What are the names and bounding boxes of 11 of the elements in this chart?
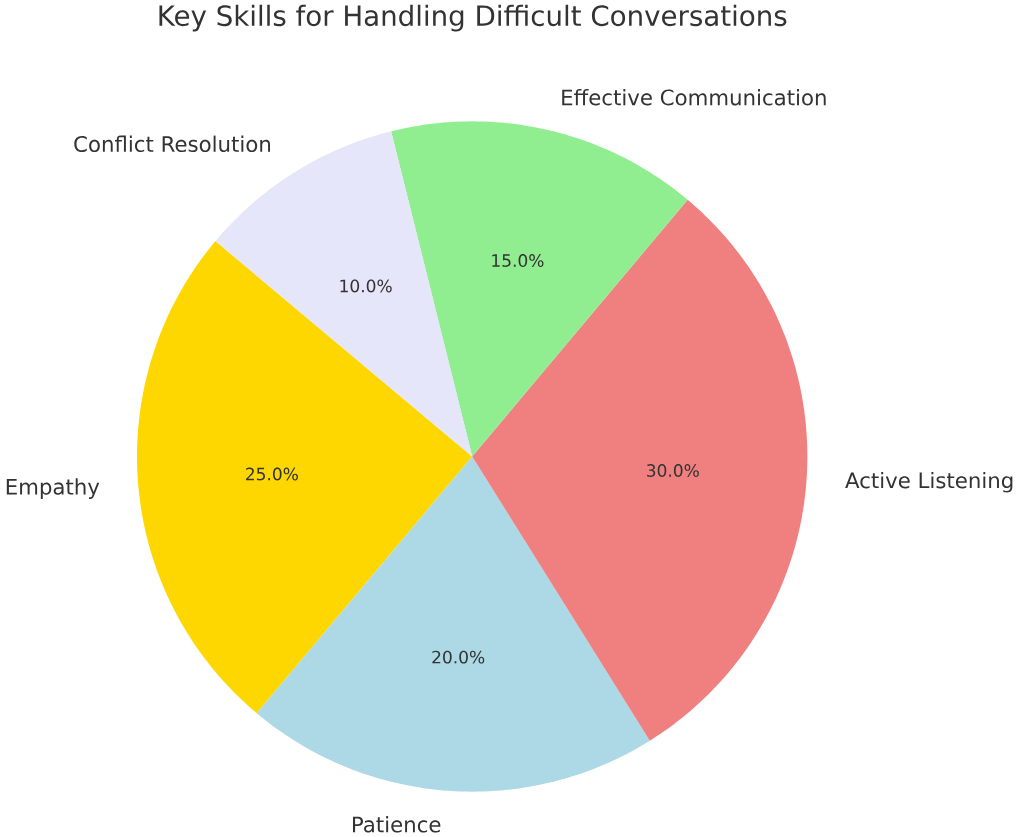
slice-label: Active Listening bbox=[845, 471, 1013, 493]
data-label: 15.0% bbox=[492, 253, 544, 267]
data-label: 30.0% bbox=[647, 463, 699, 477]
data-label: 25.0% bbox=[246, 467, 298, 481]
data-label: 20.0% bbox=[432, 650, 485, 664]
data-label: 10.0% bbox=[340, 279, 392, 293]
slice-label: Patience bbox=[353, 815, 441, 833]
slice-label: Empathy bbox=[6, 478, 100, 499]
slice-label: Effective Communication bbox=[562, 88, 826, 106]
chart-title: Key Skills for Handling Difficult Conversations bbox=[159, 4, 787, 32]
slice-label: Conflict Resolution bbox=[74, 135, 271, 152]
